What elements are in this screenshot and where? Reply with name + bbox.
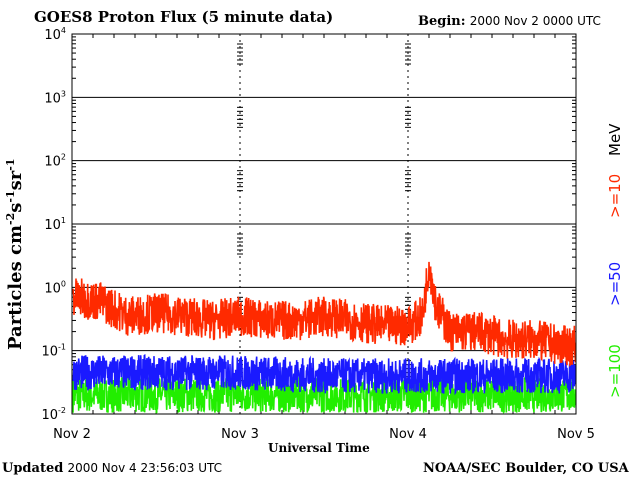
x-tick-labels: Nov 2 Nov 3 Nov 4 Nov 5	[53, 427, 595, 442]
y-tick-label: 10-1	[41, 343, 66, 360]
updated-value: 2000 Nov 4 23:56:03 UTC	[67, 461, 222, 475]
y-tick-label: 10-2	[41, 406, 66, 423]
y-tick-label: 104	[44, 26, 66, 43]
x-tick-label: Nov 5	[557, 427, 595, 442]
x-tick-label: Nov 4	[389, 427, 427, 442]
x-tick-label: Nov 3	[221, 427, 259, 442]
legend-item-100mev: >=100	[606, 344, 624, 398]
legend-item-10mev: >=10	[606, 173, 624, 218]
series-line-ge50	[72, 354, 577, 396]
y-tick-labels: 10-2 10-1 100 101 102 103 104	[41, 26, 66, 423]
x-axis-title: Universal Time	[268, 441, 370, 455]
source-credit: NOAA/SEC Boulder, CO USA	[423, 461, 629, 476]
y-tick-label: 101	[44, 216, 66, 233]
y-tick-label: 100	[44, 279, 66, 296]
series-lines	[72, 261, 577, 415]
chart-title: GOES8 Proton Flux (5 minute data)	[34, 8, 334, 26]
begin-time: Begin: 2000 Nov 2 0000 UTC	[418, 14, 601, 29]
begin-label: Begin:	[418, 14, 466, 29]
y-tick-label: 103	[44, 89, 66, 106]
y-tick-label: 102	[44, 153, 66, 170]
grid-lines	[72, 34, 576, 414]
legend-unit: MeV	[606, 123, 624, 156]
legend-item-50mev: >=50	[606, 261, 624, 306]
updated-time: Updated 2000 Nov 4 23:56:03 UTC	[2, 461, 222, 476]
series-line-ge10	[72, 261, 577, 367]
begin-value: 2000 Nov 2 0000 UTC	[469, 14, 601, 28]
updated-label: Updated	[2, 461, 64, 476]
x-tick-label: Nov 2	[53, 427, 91, 442]
plot-frame	[71, 33, 577, 415]
